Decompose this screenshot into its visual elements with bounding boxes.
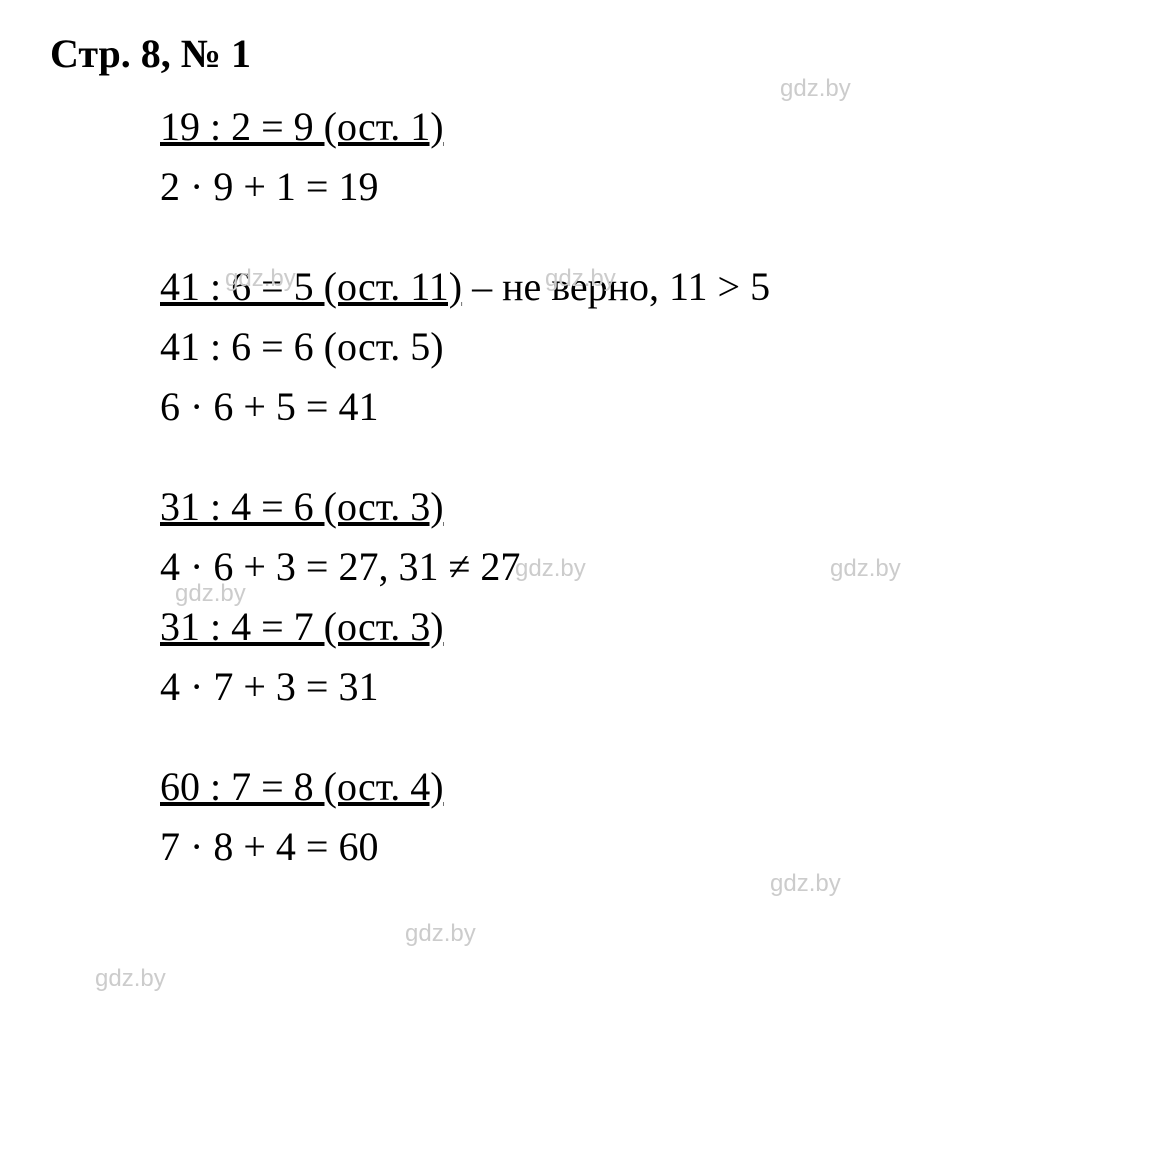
math-block-4: 60 : 7 = 8 (ост. 4) 7 · 8 + 4 = 60 [160,757,1107,877]
math-line: 4 · 7 + 3 = 31 [160,657,1107,717]
math-line: 2 · 9 + 1 = 19 [160,157,1107,217]
math-expression: 7 · 8 + 4 = 60 [160,824,378,869]
math-block-1: 19 : 2 = 9 (ост. 1) 2 · 9 + 1 = 19 [160,97,1107,217]
math-line: 7 · 8 + 4 = 60 [160,817,1107,877]
watermark: gdz.by [770,870,841,898]
math-line: 19 : 2 = 9 (ост. 1) [160,97,1107,157]
watermark: gdz.by [225,265,296,293]
math-expression: 60 : 7 = 8 (ост. 4) [160,764,444,809]
watermark: gdz.by [515,555,586,583]
math-line: 41 : 6 = 6 (ост. 5) [160,317,1107,377]
watermark: gdz.by [175,580,246,608]
watermark: gdz.by [95,965,166,993]
math-line: 31 : 4 = 6 (ост. 3) [160,477,1107,537]
math-expression: 19 : 2 = 9 (ост. 1) [160,104,444,149]
page-content: Стр. 8, № 1 19 : 2 = 9 (ост. 1) 2 · 9 + … [0,0,1157,947]
math-suffix: – не верно, 11 > 5 [462,264,770,309]
watermark: gdz.by [780,75,851,103]
math-expression: 2 · 9 + 1 = 19 [160,164,378,209]
math-expression: 4 · 7 + 3 = 31 [160,664,378,709]
math-line: 41 : 6 = 5 (ост. 11) – не верно, 11 > 5 [160,257,1107,317]
math-line: 31 : 4 = 7 (ост. 3) [160,597,1107,657]
math-line: 6 · 6 + 5 = 41 [160,377,1107,437]
math-expression: 6 · 6 + 5 = 41 [160,384,378,429]
math-expression: 41 : 6 = 5 (ост. 11) [160,264,462,309]
page-title: Стр. 8, № 1 [50,30,1107,77]
math-block-2: 41 : 6 = 5 (ост. 11) – не верно, 11 > 5 … [160,257,1107,437]
watermark: gdz.by [545,265,616,293]
watermark: gdz.by [830,555,901,583]
math-expression: 31 : 4 = 7 (ост. 3) [160,604,444,649]
math-expression: 31 : 4 = 6 (ост. 3) [160,484,444,529]
math-block-3: 31 : 4 = 6 (ост. 3) 4 · 6 + 3 = 27, 31 ≠… [160,477,1107,717]
math-line: 60 : 7 = 8 (ост. 4) [160,757,1107,817]
math-line: 4 · 6 + 3 = 27, 31 ≠ 27 [160,537,1107,597]
watermark: gdz.by [405,920,476,948]
math-expression: 41 : 6 = 6 (ост. 5) [160,324,444,369]
